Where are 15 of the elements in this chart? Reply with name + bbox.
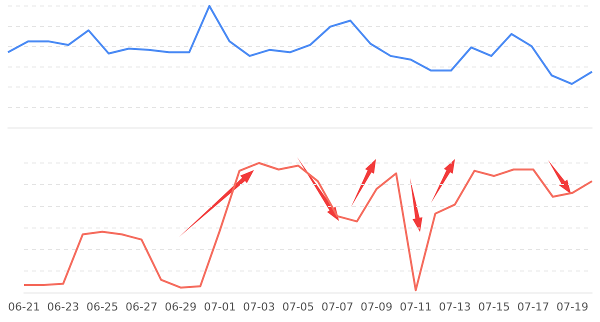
x-tick-label: 07-11	[400, 300, 432, 314]
x-tick-label: 06-23	[47, 300, 80, 314]
x-tick-label: 06-27	[126, 300, 158, 314]
x-tick-label: 07-03	[243, 300, 276, 314]
x-tick-label: 07-19	[556, 300, 588, 314]
x-tick-label: 07-17	[517, 300, 550, 314]
x-tick-label: 07-05	[282, 300, 314, 314]
x-tick-label: 06-21	[8, 300, 40, 314]
x-tick-label: 07-15	[478, 300, 510, 314]
x-tick-label: 07-13	[438, 300, 471, 314]
x-tick-label: 06-29	[164, 300, 197, 314]
x-tick-label: 07-09	[360, 300, 393, 314]
x-tick-label: 06-25	[86, 300, 118, 314]
x-tick-label: 07-07	[321, 300, 354, 314]
x-tick-label: 07-01	[204, 300, 236, 314]
